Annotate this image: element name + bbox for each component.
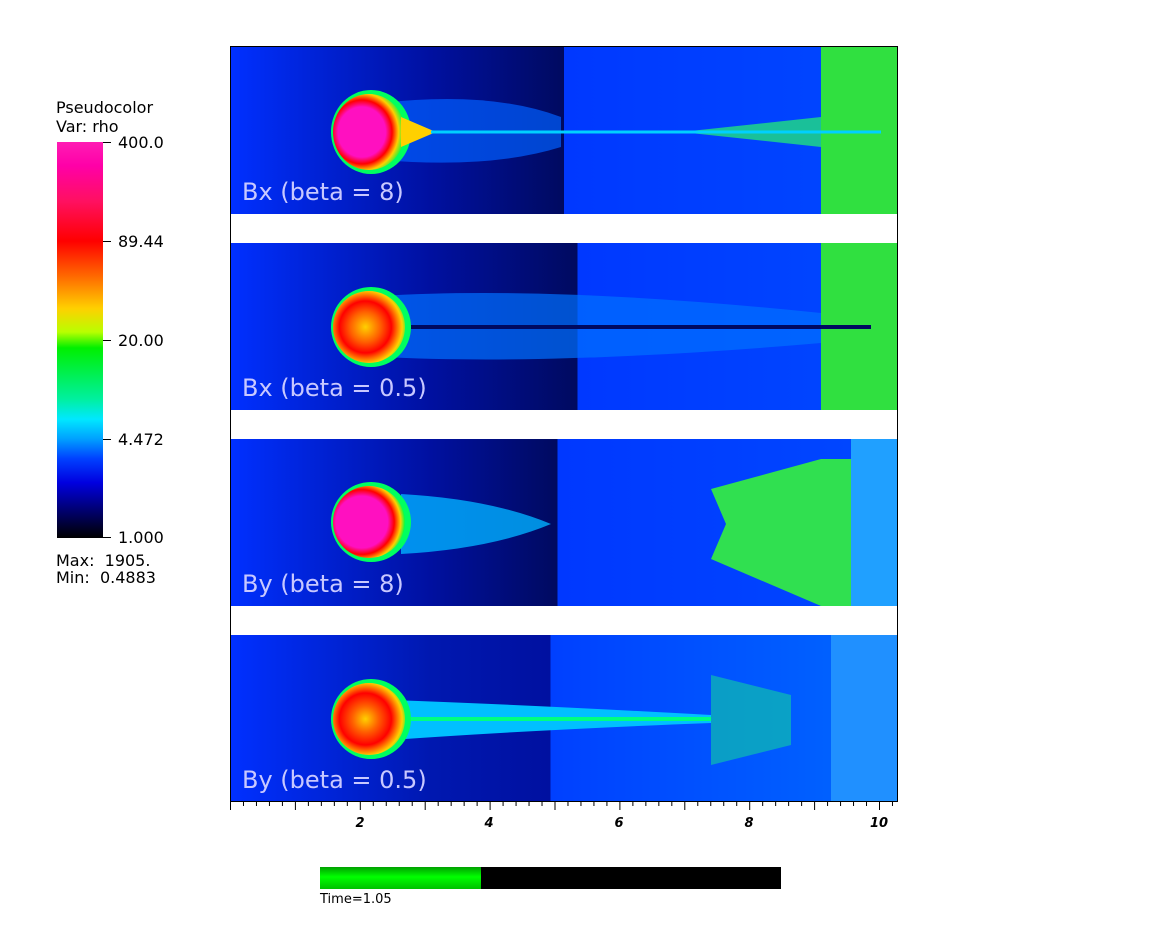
panel-bx-beta-8: Bx (beta = 8)	[231, 47, 897, 214]
legend-tick	[103, 439, 111, 440]
plot-area: Bx (beta = 8)	[230, 46, 898, 802]
legend-tick-label: 400.0	[118, 133, 164, 152]
density-field	[231, 47, 897, 214]
panel-by-beta-8: By (beta = 8)	[231, 439, 897, 606]
panel-by-beta-0-5: By (beta = 0.5)	[231, 635, 897, 802]
x-tick-label: 6	[614, 816, 624, 831]
panel-gap	[231, 410, 897, 439]
legend-tick-label: 89.44	[118, 232, 164, 251]
density-field	[231, 243, 897, 410]
panel-bx-beta-0-5: Bx (beta = 0.5)	[231, 243, 897, 410]
time-label: Time=1.05	[320, 892, 392, 907]
panel-label: Bx (beta = 0.5)	[242, 374, 427, 402]
time-progress-fill	[320, 867, 482, 889]
legend-min: Min: 0.4883	[56, 568, 156, 587]
panel-label: By (beta = 8)	[242, 570, 404, 598]
density-field	[231, 635, 897, 802]
legend-tick-label: 1.000	[118, 528, 164, 547]
x-tick-label: 10	[869, 816, 889, 831]
colorbar	[57, 142, 103, 538]
legend-tick	[103, 537, 111, 538]
legend-tick-label: 4.472	[118, 430, 164, 449]
x-tick-label: 8	[744, 816, 754, 831]
legend-max: Max: 1905.	[56, 551, 151, 570]
panel-label: Bx (beta = 8)	[242, 178, 404, 206]
legend-variable: Var: rho	[56, 117, 119, 136]
x-tick-label: 2	[355, 816, 365, 831]
legend-tick-label: 20.00	[118, 331, 164, 350]
x-axis: 2 4 6 8 10	[230, 800, 898, 840]
panel-gap	[231, 214, 897, 243]
legend-tick	[103, 241, 111, 242]
time-progress-bar	[320, 867, 781, 889]
legend-tick	[103, 340, 111, 341]
plot-frame	[230, 46, 898, 802]
x-axis-ticks	[230, 802, 893, 810]
legend-tick	[103, 142, 111, 143]
x-tick-label: 4	[484, 816, 494, 831]
colorbar-legend: Pseudocolor Var: rho 400.0 89.44 20.00 4…	[56, 98, 226, 598]
panel-gap	[231, 606, 897, 635]
legend-title: Pseudocolor	[56, 98, 154, 117]
density-field	[231, 439, 897, 606]
panel-label: By (beta = 0.5)	[242, 766, 427, 794]
